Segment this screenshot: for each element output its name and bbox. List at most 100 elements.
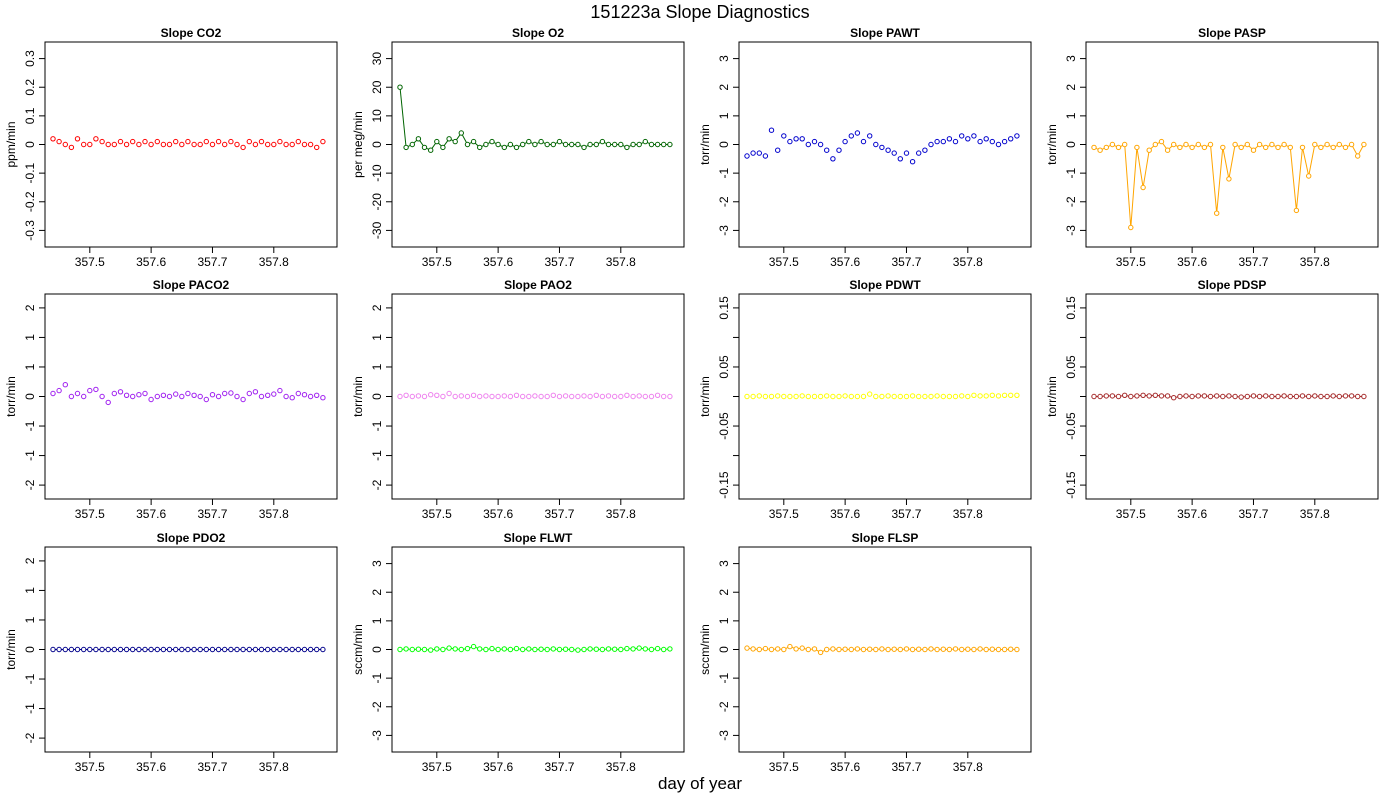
data-point	[1001, 138, 1008, 145]
data-point	[222, 390, 228, 397]
data-point	[56, 646, 62, 653]
data-point	[1293, 393, 1300, 400]
data-point	[744, 393, 750, 400]
data-point	[265, 646, 271, 653]
y-tick-label: -0.1	[23, 162, 37, 183]
data-point	[532, 646, 538, 653]
data-point	[1183, 393, 1189, 399]
data-point	[228, 646, 234, 653]
y-tick-label: 3	[717, 55, 731, 62]
x-tick-label: 357.5	[769, 255, 799, 269]
data-point	[50, 646, 56, 653]
data-point	[123, 646, 130, 653]
y-tick-label: 1	[23, 363, 37, 370]
data-point	[946, 393, 953, 400]
data-point	[111, 390, 118, 397]
panel-title: Slope PAWT	[850, 26, 920, 40]
x-tick-label: 357.6	[136, 507, 166, 521]
data-point	[879, 393, 885, 400]
data-point	[397, 646, 403, 653]
data-point	[909, 159, 916, 165]
data-point	[1008, 646, 1014, 652]
data-point	[458, 393, 464, 399]
data-point	[452, 138, 458, 145]
x-tick-label: 357.7	[197, 255, 227, 269]
data-point	[526, 646, 532, 652]
data-point	[661, 393, 667, 400]
y-tick-label: -1	[23, 420, 37, 431]
data-point	[258, 646, 265, 653]
y-tick-label: -1	[23, 703, 37, 714]
x-tick-label: 357.7	[544, 760, 574, 774]
data-point	[995, 141, 1002, 148]
data-point	[830, 156, 836, 162]
data-point	[891, 150, 897, 156]
x-tick-label: 357.5	[1116, 255, 1146, 269]
data-point	[744, 153, 750, 159]
y-tick-label: 0.3	[23, 50, 37, 67]
data-point	[154, 646, 161, 653]
data-point	[179, 393, 185, 400]
data-point	[959, 133, 965, 139]
data-point	[605, 393, 612, 399]
data-point	[799, 645, 805, 651]
data-point	[464, 141, 471, 148]
data-point	[636, 393, 642, 399]
data-point	[489, 645, 495, 652]
data-point	[483, 393, 489, 399]
data-point	[1336, 393, 1343, 400]
data-point	[952, 646, 959, 652]
data-point	[483, 646, 489, 653]
data-point	[1115, 393, 1122, 400]
data-point	[1140, 392, 1146, 398]
data-point	[434, 646, 440, 652]
data-point	[166, 393, 173, 400]
data-point	[320, 395, 326, 401]
data-point	[520, 141, 526, 148]
data-point	[879, 144, 885, 151]
data-point	[842, 393, 848, 399]
y-tick-label: 0	[23, 393, 37, 400]
data-point	[599, 646, 606, 653]
data-point	[965, 646, 971, 652]
data-point	[173, 138, 179, 145]
data-point	[891, 393, 897, 400]
data-point	[458, 646, 464, 653]
data-point	[240, 646, 246, 653]
data-point	[68, 393, 75, 400]
data-point	[550, 141, 556, 148]
data-point	[265, 392, 271, 398]
data-point	[520, 393, 526, 400]
data-point	[630, 141, 636, 148]
y-tick-label: -1	[370, 672, 384, 683]
data-point	[922, 646, 928, 653]
data-point	[1348, 141, 1355, 148]
data-point	[74, 646, 81, 653]
data-point	[105, 141, 111, 148]
data-point	[507, 393, 514, 400]
data-point	[148, 141, 154, 148]
data-point	[1103, 393, 1110, 399]
panel-slope-pdwt: Slope PDWT torr/min -0.15 -0.05 0.05 0.15 357.…	[698, 278, 1032, 521]
data-point	[185, 390, 191, 397]
data-point	[68, 144, 75, 151]
data-point	[1109, 141, 1116, 148]
data-point	[817, 393, 824, 400]
data-point	[1097, 393, 1103, 400]
data-point	[959, 646, 965, 653]
x-tick-label: 357.6	[830, 255, 860, 269]
data-point	[415, 646, 422, 652]
data-point	[234, 646, 240, 653]
data-point	[87, 387, 93, 394]
data-point	[197, 393, 203, 400]
y-tick-label: 2	[717, 589, 731, 596]
data-point	[756, 393, 762, 399]
data-point	[1281, 393, 1287, 399]
data-point	[775, 147, 781, 153]
data-point	[750, 393, 756, 400]
data-point	[1214, 393, 1220, 399]
data-point	[409, 141, 415, 148]
data-point	[440, 144, 446, 151]
data-point	[903, 150, 910, 156]
panel-slope-flwt: Slope FLWT sccm/min -3 -2 -1 0 1 2 3 357.5 357.6 35…	[351, 531, 685, 774]
